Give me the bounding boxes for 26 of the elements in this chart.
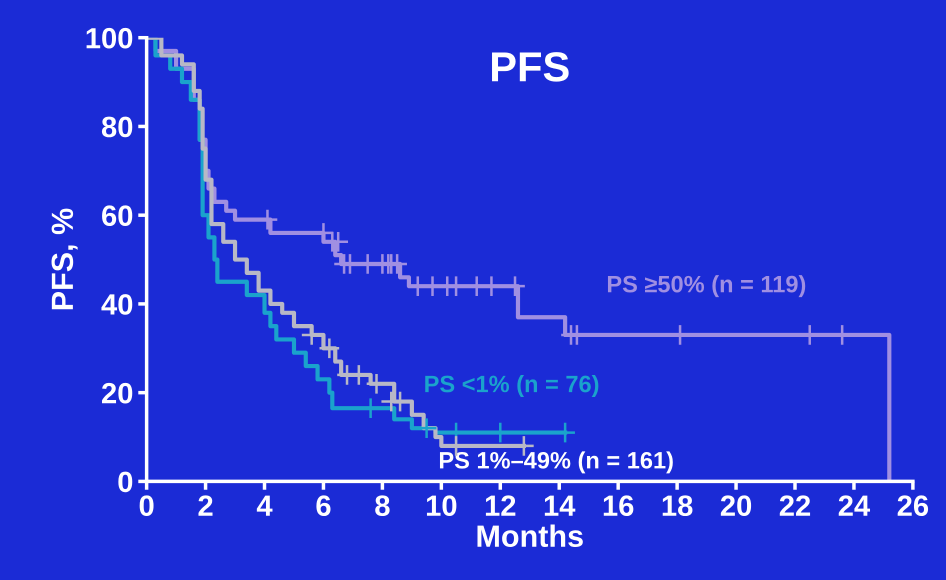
series-label: PS 1%–49% (n = 161) xyxy=(440,451,673,474)
series-label: PS ≥50% (n = 119) xyxy=(608,275,806,298)
x-tick-label: 10 xyxy=(426,495,456,516)
x-tick-label: 16 xyxy=(604,495,634,516)
x-tick-label: 8 xyxy=(375,495,390,516)
x-tick-label: 2 xyxy=(198,495,213,516)
x-tick-label: 24 xyxy=(838,495,870,516)
y-tick-label: 60 xyxy=(102,205,132,226)
y-tick-label: 20 xyxy=(102,382,132,404)
series-label: PS <1% (n = 76) xyxy=(425,375,598,398)
y-tick-label: 80 xyxy=(102,116,132,138)
x-tick-label: 18 xyxy=(662,495,692,516)
x-tick-label: 26 xyxy=(898,495,928,516)
x-tick-label: 12 xyxy=(486,495,516,516)
y-axis-title: PFS, % xyxy=(52,208,78,310)
y-tick-label: 40 xyxy=(101,294,132,315)
chart-title: PFS xyxy=(492,52,569,82)
y-tick-label: 100 xyxy=(86,28,132,49)
x-tick-label: 20 xyxy=(720,495,752,516)
x-axis-title: Months xyxy=(478,524,583,548)
x-tick-label: 6 xyxy=(316,495,331,516)
y-tick-label: 0 xyxy=(118,472,132,492)
x-tick-label: 22 xyxy=(780,495,810,516)
x-tick-label: 14 xyxy=(544,496,576,516)
x-tick-label: 0 xyxy=(140,495,154,516)
x-tick-label: 4 xyxy=(256,496,272,516)
